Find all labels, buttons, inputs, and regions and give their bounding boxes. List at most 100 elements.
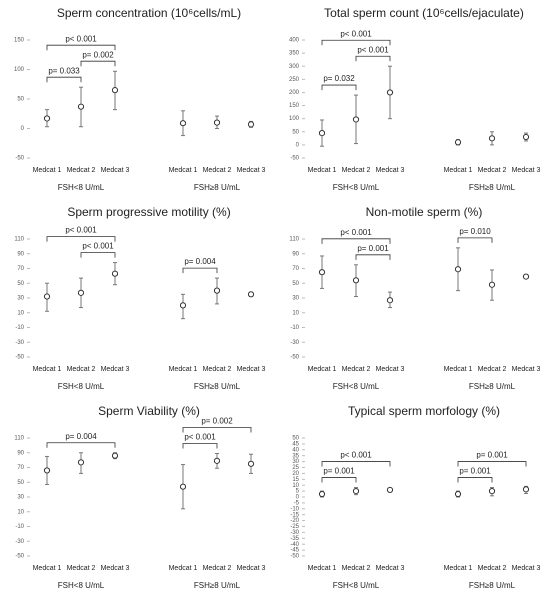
y-tick-label: 10 <box>17 509 24 515</box>
mean-point <box>522 486 530 493</box>
y-tick-label: 400 <box>289 38 300 44</box>
x-tick-label: Medcat 3 <box>237 565 266 572</box>
mean-point <box>318 490 326 498</box>
chart-title: Sperm Viability (%) <box>98 404 200 418</box>
mean-point <box>179 302 187 309</box>
x-tick-label: Medcat 1 <box>169 366 198 373</box>
y-tick-label: 150 <box>289 103 300 109</box>
mean-point <box>454 266 462 273</box>
y-tick-label: -50 <box>15 355 24 361</box>
p-value-label: p= 0.001 <box>323 467 355 476</box>
significance-bracket <box>182 427 252 433</box>
mean-point <box>454 490 462 498</box>
y-tick-label: 10 <box>17 310 24 316</box>
mean-point <box>247 121 255 128</box>
y-tick-label: 90 <box>17 450 24 456</box>
y-tick-label: 350 <box>289 51 300 57</box>
p-value-label: p< 0.001 <box>340 451 372 460</box>
mean-point <box>247 460 255 467</box>
y-tick-label: -10 <box>290 506 299 512</box>
significance-bracket <box>46 236 116 242</box>
group-label: FSH≥8 U/mL <box>194 581 241 590</box>
mean-point <box>43 293 51 300</box>
y-tick-label: -25 <box>290 524 299 530</box>
x-tick-label: Medcat 3 <box>376 167 405 174</box>
significance-bracket <box>80 60 116 67</box>
group-label: FSH≥8 U/mL <box>469 382 516 391</box>
group-label: FSH<8 U/mL <box>333 183 380 192</box>
mean-point <box>386 297 394 304</box>
group-label: FSH≥8 U/mL <box>194 183 241 192</box>
p-value-label: p< 0.001 <box>340 228 372 237</box>
p-value-label: p= 0.002 <box>201 417 233 426</box>
mean-point <box>352 277 360 284</box>
y-tick-label: 90 <box>292 251 299 257</box>
mean-point <box>77 459 85 466</box>
group-label: FSH<8 U/mL <box>58 581 105 590</box>
significance-bracket <box>321 461 391 467</box>
x-tick-label: Medcat 3 <box>101 565 130 572</box>
y-tick-label: 30 <box>17 495 24 501</box>
x-tick-label: Medcat 2 <box>67 366 96 373</box>
y-tick-label: 50 <box>292 281 299 287</box>
y-tick-label: 110 <box>14 436 24 442</box>
y-tick-label: -15 <box>290 512 299 518</box>
mean-point <box>488 281 496 288</box>
x-tick-label: Medcat 3 <box>101 167 130 174</box>
y-tick-label: 50 <box>292 129 299 135</box>
mean-point <box>43 115 51 122</box>
y-tick-label: 30 <box>292 459 299 465</box>
y-tick-label: 70 <box>17 266 24 272</box>
group-label: FSH<8 U/mL <box>58 183 105 192</box>
y-tick-label: 35 <box>292 453 299 459</box>
x-tick-label: Medcat 1 <box>444 565 473 572</box>
x-tick-label: Medcat 2 <box>342 167 371 174</box>
mean-point <box>77 103 85 110</box>
y-tick-label: -40 <box>290 542 299 548</box>
y-tick-label: 10 <box>292 310 299 316</box>
mean-point <box>318 269 326 276</box>
chart-title: Sperm progressive motility (%) <box>67 205 230 219</box>
significance-bracket <box>457 237 493 243</box>
significance-bracket <box>321 39 391 46</box>
y-tick-label: 70 <box>17 465 24 471</box>
y-tick-label: 0 <box>21 126 25 132</box>
x-tick-label: Medcat 3 <box>512 366 541 373</box>
y-tick-label: 110 <box>14 237 24 243</box>
group-label: FSH≥8 U/mL <box>469 183 516 192</box>
y-tick-label: 100 <box>14 67 25 73</box>
p-value-label: p= 0.010 <box>459 227 491 236</box>
y-tick-label: 20 <box>292 471 299 477</box>
p-value-label: p= 0.001 <box>459 467 491 476</box>
p-value-label: p< 0.001 <box>357 45 389 54</box>
mean-point <box>488 135 496 142</box>
mean-point <box>352 488 360 495</box>
p-value-label: p< 0.001 <box>184 433 216 442</box>
y-tick-label: -50 <box>15 156 24 162</box>
y-tick-label: 30 <box>17 296 24 302</box>
chart-title: Typical sperm morfology (%) <box>348 404 500 418</box>
group-label: FSH<8 U/mL <box>58 382 105 391</box>
mean-point <box>179 483 187 490</box>
y-tick-label: 300 <box>289 64 300 70</box>
y-tick-label: -30 <box>15 340 24 346</box>
mean-point <box>111 270 119 277</box>
y-tick-label: 0 <box>296 142 300 148</box>
significance-bracket <box>321 238 391 244</box>
y-tick-label: -30 <box>290 340 299 346</box>
x-tick-label: Medcat 2 <box>478 565 507 572</box>
chart-title: Total sperm count (10⁶cells/ejaculate) <box>324 6 524 20</box>
mean-point <box>111 452 119 459</box>
x-tick-label: Medcat 3 <box>512 167 541 174</box>
p-value-label: p= 0.032 <box>323 74 355 83</box>
p-value-label: p< 0.001 <box>65 226 97 235</box>
y-tick-label: 40 <box>292 447 299 453</box>
x-tick-label: Medcat 1 <box>169 565 198 572</box>
y-tick-label: -50 <box>15 554 24 560</box>
significance-bracket <box>321 477 357 483</box>
group-label: FSH<8 U/mL <box>333 581 380 590</box>
x-tick-label: Medcat 2 <box>203 167 232 174</box>
x-tick-label: Medcat 1 <box>444 167 473 174</box>
y-tick-label: -20 <box>290 518 299 524</box>
x-tick-label: Medcat 3 <box>237 167 266 174</box>
